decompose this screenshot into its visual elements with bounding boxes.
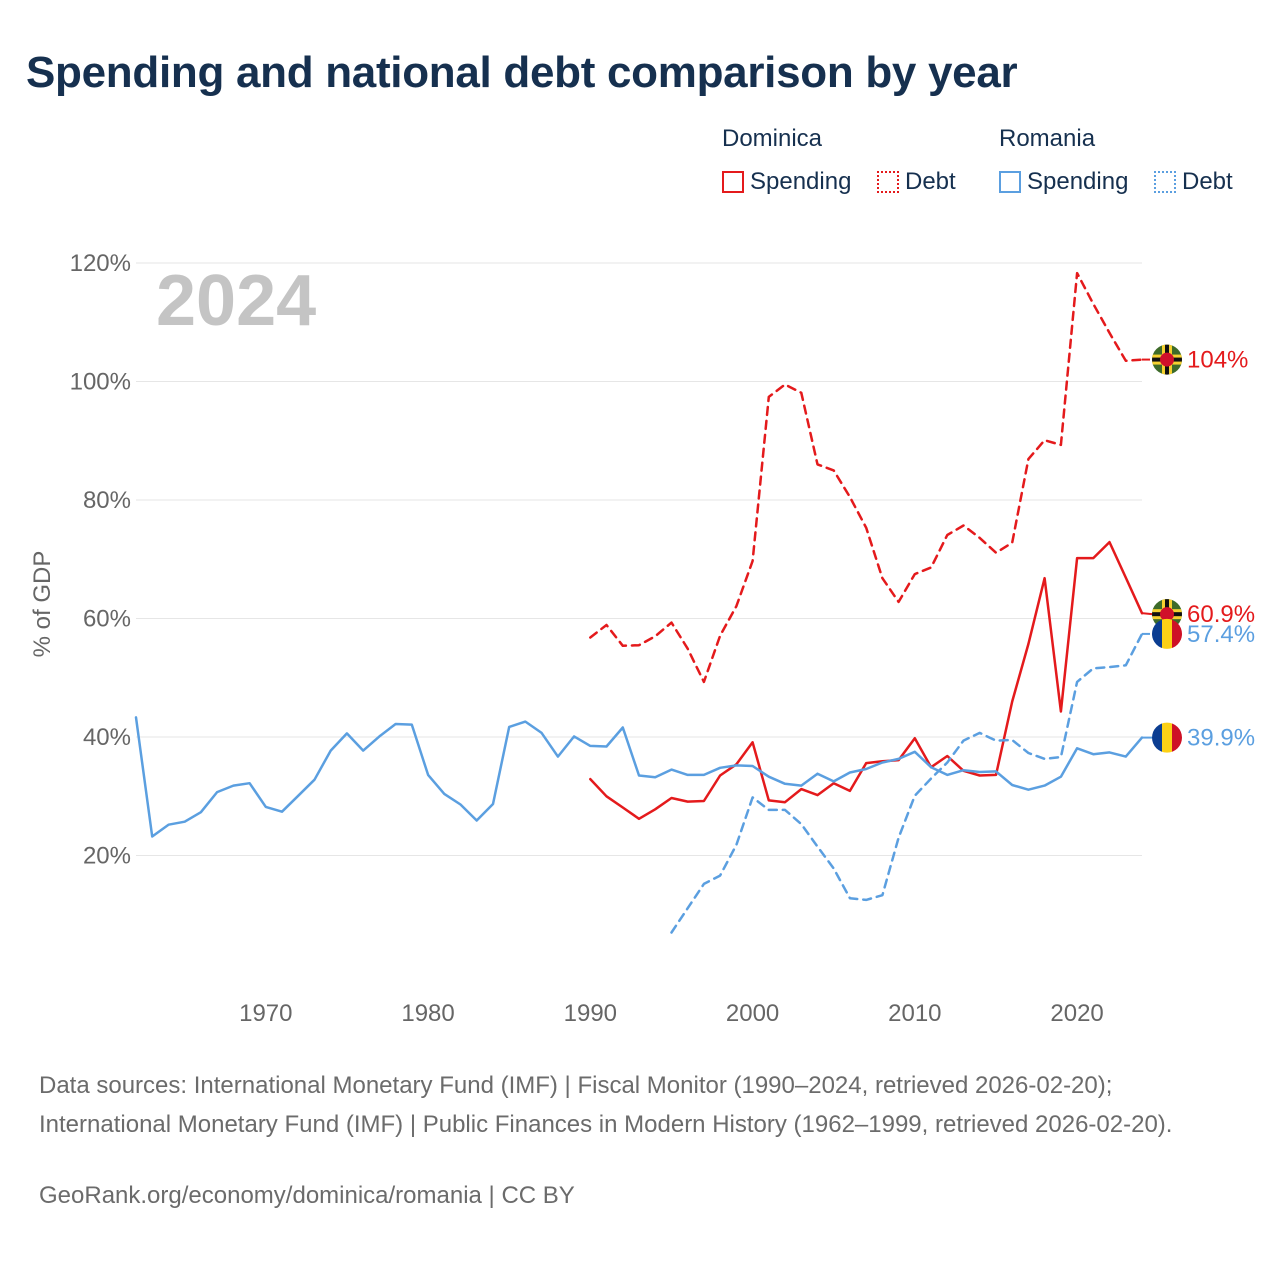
end-connector [1141, 612, 1153, 616]
x-tick-label: 1990 [564, 1000, 617, 1027]
legend-swatch-dominica-debt [877, 171, 899, 193]
chart-title: Spending and national debt comparison by… [26, 48, 1018, 97]
legend-label-dominica-debt: Debt [905, 168, 956, 195]
legend-label-dominica-spending: Spending [750, 168, 852, 195]
legend-group-dominica: Dominica [722, 125, 823, 152]
y-tick-label: 60% [83, 606, 131, 633]
x-axis-ticks: 1970 1980 1990 2000 2010 2020 [239, 1000, 1104, 1027]
y-tick-label: 100% [70, 369, 131, 396]
series-lines [134, 271, 1144, 934]
legend-item-romania-debt[interactable]: Debt [1154, 168, 1233, 196]
y-axis-ticks: 20% 40% 60% 80% 100% 120% [70, 250, 131, 870]
source-credit: GeoRank.org/economy/dominica/romania | C… [39, 1182, 575, 1209]
legend-item-romania-spending[interactable]: Spending [999, 168, 1128, 196]
legend-item-dominica-debt[interactable]: Debt [877, 168, 956, 196]
y-tick-label: 40% [83, 724, 131, 751]
x-tick-label: 1970 [239, 1000, 292, 1027]
romania-flag-icon [1152, 722, 1182, 753]
series-line-romania-spending[interactable] [134, 716, 1144, 838]
legend-label-romania-debt: Debt [1182, 168, 1233, 195]
dominica-flag-icon [1152, 344, 1182, 375]
x-tick-label: 1980 [401, 1000, 454, 1027]
end-label-dominica-debt: 104% [1187, 347, 1248, 374]
gridlines [136, 262, 1142, 856]
end-labels: 104% 60.9%57.4% 39.9% [1141, 344, 1255, 753]
series-line-dominica-spending[interactable] [589, 540, 1144, 821]
romania-flag-icon [1152, 618, 1182, 649]
legend-item-dominica-spending[interactable]: Spending [722, 168, 851, 196]
x-tick-label: 2020 [1050, 1000, 1103, 1027]
series-line-romania-debt[interactable] [670, 632, 1144, 934]
series-line-dominica-debt[interactable] [589, 271, 1144, 684]
x-tick-label: 2000 [726, 1000, 779, 1027]
year-watermark: 2024 [156, 261, 316, 341]
legend-label-romania-spending: Spending [1027, 168, 1129, 195]
x-tick-label: 2010 [888, 1000, 941, 1027]
legend-group-romania: Romania [999, 125, 1096, 152]
y-tick-label: 80% [83, 487, 131, 514]
y-tick-label: 120% [70, 250, 131, 277]
y-axis-label: % of GDP [29, 551, 56, 658]
end-label-dominica-spending: 60.9% [1187, 601, 1255, 628]
legend-swatch-dominica-spending [722, 171, 744, 193]
data-sources: Data sources: International Monetary Fun… [39, 1072, 1173, 1138]
y-tick-label: 20% [83, 843, 131, 870]
end-label-romania-debt: 57.4% [1187, 621, 1255, 648]
line-chart: 2024 20% 40% 60% 80% 100% 120% 1970 1980 1990 20… [29, 250, 1255, 1027]
end-label-romania-spending: 39.9% [1187, 725, 1255, 752]
legend-swatch-romania-spending [999, 171, 1021, 193]
legend-swatch-romania-debt [1154, 171, 1176, 193]
